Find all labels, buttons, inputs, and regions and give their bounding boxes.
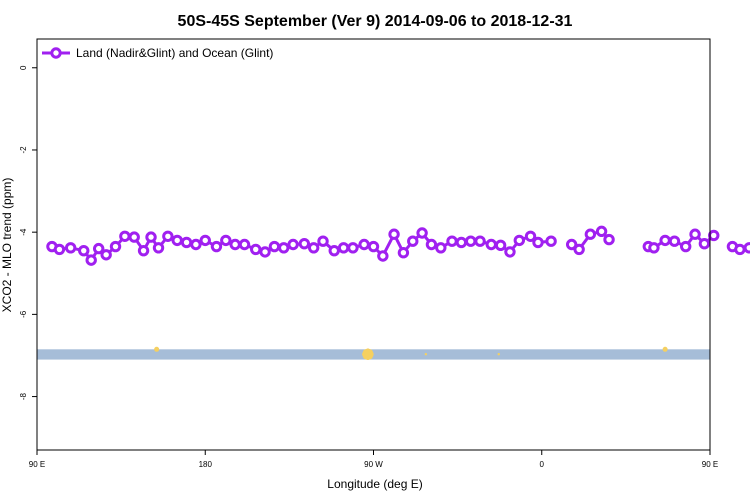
data-point — [377, 250, 389, 262]
y-tick-label: 0 — [19, 65, 28, 70]
x-tick-label: 90 W — [364, 460, 383, 469]
data-point — [513, 234, 526, 247]
data-point — [162, 230, 174, 242]
legend: Land (Nadir&Glint) and Ocean (Glint) — [42, 46, 273, 60]
band-marker — [154, 346, 160, 352]
data-point — [679, 240, 692, 253]
data-point — [307, 242, 320, 254]
data-point — [210, 240, 223, 253]
data-point — [220, 234, 232, 247]
data-point — [53, 243, 66, 256]
data-point — [92, 242, 105, 255]
band-marker — [497, 353, 500, 356]
y-tick-label: -2 — [19, 146, 28, 154]
y-axis-label: XCO2 - MLO trend (ppm) — [0, 178, 14, 313]
data-point — [407, 235, 419, 247]
data-point — [367, 240, 380, 253]
data-point — [268, 240, 281, 253]
data-point — [171, 234, 183, 247]
data-point — [545, 235, 557, 247]
data-point — [734, 243, 746, 256]
data-point — [584, 228, 597, 240]
data-point — [573, 243, 585, 256]
data-point — [152, 242, 165, 254]
data-point — [259, 246, 271, 258]
data-point — [298, 237, 311, 250]
data-point — [317, 235, 329, 247]
data-point — [504, 246, 516, 258]
data-point — [287, 238, 299, 251]
data-point — [278, 242, 290, 254]
data-point — [145, 231, 157, 243]
y-tick-label: -8 — [19, 392, 28, 400]
data-point — [494, 239, 507, 252]
data-point — [358, 238, 370, 251]
data-point — [524, 230, 537, 242]
data-point — [85, 254, 97, 266]
data-point — [388, 228, 400, 240]
x-tick-label: 0 — [540, 460, 545, 469]
data-point — [137, 244, 150, 257]
data-point — [595, 225, 608, 238]
data-point — [532, 236, 544, 249]
data-point — [455, 236, 468, 249]
data-point — [425, 238, 438, 251]
data-point — [668, 235, 681, 247]
x-axis: 90 E 180 90 W 0 90 E — [29, 450, 718, 469]
y-axis: 0 -2 -4 -6 -8 — [19, 65, 37, 400]
data-point — [229, 238, 241, 251]
data-point — [109, 240, 122, 253]
data-point — [78, 244, 90, 257]
data-point — [397, 247, 410, 259]
data-point — [119, 230, 131, 242]
data-point — [128, 231, 140, 243]
data-point — [337, 242, 350, 254]
data-point — [199, 234, 211, 247]
data-point — [743, 242, 750, 254]
data-point — [238, 238, 251, 251]
chart-title: 50S-45S September (Ver 9) 2014-09-06 to … — [178, 13, 573, 30]
series — [46, 225, 750, 266]
x-tick-label: 90 E — [702, 460, 718, 469]
data-point — [435, 242, 447, 254]
y-tick-label: -6 — [19, 310, 28, 318]
data-point — [190, 238, 202, 251]
data-point — [64, 242, 77, 254]
data-point — [250, 243, 262, 256]
data-point — [100, 249, 112, 261]
data-point — [708, 229, 720, 242]
data-point — [416, 227, 428, 239]
data-point — [565, 238, 578, 251]
data-point — [485, 238, 497, 251]
data-point — [659, 234, 671, 247]
data-point — [689, 228, 701, 240]
legend-label: Land (Nadir&Glint) and Ocean (Glint) — [76, 46, 273, 60]
data-point — [603, 233, 615, 246]
band-marker — [362, 348, 374, 361]
data-point — [465, 235, 477, 247]
data-point — [698, 237, 711, 250]
legend-marker — [50, 47, 62, 59]
data-point — [328, 244, 340, 257]
data-point — [347, 242, 359, 254]
data-point — [180, 236, 193, 249]
band-marker — [662, 346, 668, 352]
data-point — [446, 235, 458, 247]
x-tick-label: 180 — [199, 460, 213, 469]
y-tick-label: -4 — [19, 228, 28, 236]
plot-area — [37, 225, 750, 361]
x-tick-label: 90 E — [29, 460, 45, 469]
band-marker — [424, 353, 428, 356]
data-point — [648, 242, 660, 254]
x-axis-label: Longitude (deg E) — [327, 477, 422, 491]
data-point — [474, 235, 486, 247]
